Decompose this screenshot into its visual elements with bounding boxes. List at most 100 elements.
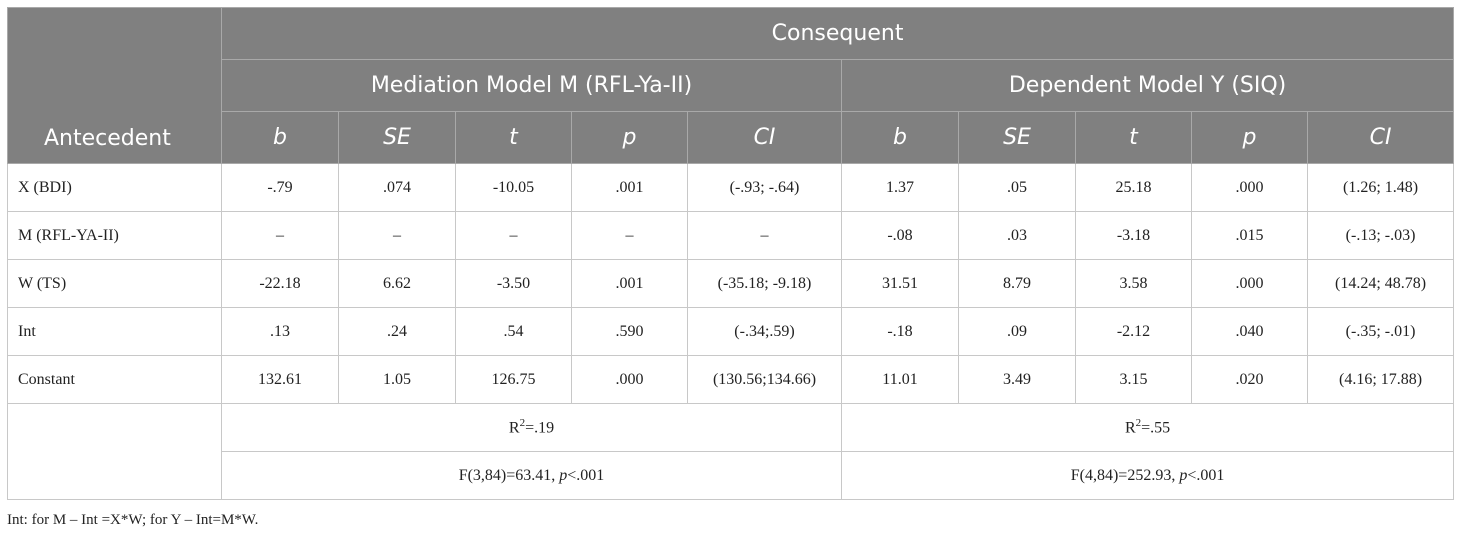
cell: – xyxy=(221,211,339,260)
header-row: Antecedent Consequent xyxy=(7,7,1455,164)
cell: -22.18 xyxy=(221,259,339,308)
cell: – xyxy=(687,211,842,260)
cell: .03 xyxy=(958,211,1076,260)
f-text: F(3,84)=63.41, xyxy=(458,466,560,484)
cell: .040 xyxy=(1191,307,1308,356)
cell: .000 xyxy=(1191,163,1308,212)
data-row: W (TS) -22.18 6.62 -3.50.001 (-35.18; -9.18)… xyxy=(7,259,1455,308)
cell: .54 xyxy=(455,307,572,356)
cell: (4.16; 17.88) xyxy=(1306,355,1455,404)
cell: -2.12 xyxy=(1075,307,1192,356)
header-row: Mediation Model M (RFL-Ya-II) Dependent M… xyxy=(8,59,1455,112)
antecedent-header: Antecedent xyxy=(7,7,222,164)
r-value: =.19 xyxy=(525,419,555,437)
f-value: <.001 xyxy=(567,466,605,484)
data-row: M (RFL-YA-II) – – – – – -.08.03 -3.18.015 (-.13;… xyxy=(7,211,1455,260)
cell: .000 xyxy=(1191,259,1308,308)
stat-header: p xyxy=(571,111,688,164)
cell: .590 xyxy=(571,307,688,356)
f-stat: F(4,84)=252.93, p<.001 xyxy=(840,451,1455,500)
f-text: F(4,84)=252.93, xyxy=(1070,466,1180,484)
stat-header: t xyxy=(455,111,572,164)
stat-header: SE xyxy=(338,111,456,164)
cell: 126.75 xyxy=(455,355,572,404)
r-squared: R2=.19 xyxy=(221,403,842,452)
data-row: Int .13.24.54.590 (-.34;.59) -.18.09 -2.12.0… xyxy=(7,307,1455,356)
cell: .001 xyxy=(571,259,688,308)
cell: – xyxy=(455,211,572,260)
cell: -.79 xyxy=(221,163,339,212)
f-italic: p xyxy=(1179,466,1188,484)
stat-header: CI xyxy=(1306,111,1455,164)
consequent-header: Consequent xyxy=(220,7,1455,60)
cell: .09 xyxy=(958,307,1076,356)
cell: 8.79 xyxy=(958,259,1076,308)
stat-header: SE xyxy=(958,111,1076,164)
cell: 3.15 xyxy=(1075,355,1192,404)
cell: (14.24; 48.78) xyxy=(1306,259,1455,308)
row-label: Constant xyxy=(7,355,222,404)
data-row: X (BDI) -.79.074 -10.05.001 (-.93; -.64) 1.3… xyxy=(7,163,1455,212)
f-value: <.001 xyxy=(1187,466,1225,484)
cell: -10.05 xyxy=(455,163,572,212)
cell: 1.05 xyxy=(338,355,456,404)
cell: (-.93; -.64) xyxy=(687,163,842,212)
table-wrap: Antecedent Consequent Mediation Model M (R… xyxy=(7,7,1455,500)
cell: .015 xyxy=(1191,211,1308,260)
model-header: Mediation Model M (RFL-Ya-II) xyxy=(221,59,842,112)
r-value: =.55 xyxy=(1141,419,1171,437)
stat-header: p xyxy=(1191,111,1308,164)
stat-header: t xyxy=(1075,111,1192,164)
data-row: Constant 132.61 1.05 126.75.000 (130.56;134.… xyxy=(7,355,1455,404)
cell: 3.49 xyxy=(958,355,1076,404)
results-table: Antecedent Consequent Mediation Model M (R… xyxy=(7,7,1455,500)
stat-header: CI xyxy=(687,111,842,164)
cell: .001 xyxy=(571,163,688,212)
stat-header: b xyxy=(841,111,959,164)
cell: 11.01 xyxy=(841,355,959,404)
cell: -.08 xyxy=(841,211,959,260)
cell: (1.26; 1.48) xyxy=(1306,163,1455,212)
cell: (-.34;.59) xyxy=(687,307,842,356)
footnote: Int: for M – Int =X*W; for Y – Int=M*W. xyxy=(7,512,259,528)
f-stat: F(3,84)=63.41, p<.001 xyxy=(221,451,842,500)
r-sup: 2 xyxy=(519,417,526,430)
f-italic: p xyxy=(559,466,568,484)
cell: 1.37 xyxy=(841,163,959,212)
cell: .074 xyxy=(338,163,456,212)
cell: 3.58 xyxy=(1075,259,1192,308)
table-header: Antecedent Consequent Mediation Model M (R… xyxy=(7,7,1455,164)
fit-row: R2=.19 R2=.55 xyxy=(7,403,1455,500)
cell: – xyxy=(571,211,688,260)
cell: .000 xyxy=(571,355,688,404)
cell: .020 xyxy=(1191,355,1308,404)
row-label: X (BDI) xyxy=(7,163,222,212)
row-label: W (TS) xyxy=(7,259,222,308)
cell: 31.51 xyxy=(841,259,959,308)
empty-cell xyxy=(7,403,222,500)
cell: .13 xyxy=(221,307,339,356)
cell: (-35.18; -9.18) xyxy=(687,259,842,308)
row-label: M (RFL-YA-II) xyxy=(7,211,222,260)
header-row: b SE t p CI b SE t p CI xyxy=(8,111,1455,164)
r-base: R xyxy=(1124,419,1136,437)
model-header: Dependent Model Y (SIQ) xyxy=(840,59,1455,112)
cell: -3.50 xyxy=(455,259,572,308)
cell: .05 xyxy=(958,163,1076,212)
cell: 25.18 xyxy=(1075,163,1192,212)
cell: (-.35; -.01) xyxy=(1306,307,1455,356)
r-sup: 2 xyxy=(1135,417,1142,430)
cell: 132.61 xyxy=(221,355,339,404)
cell: -.18 xyxy=(841,307,959,356)
cell: 6.62 xyxy=(338,259,456,308)
row-label: Int xyxy=(7,307,222,356)
cell: (-.13; -.03) xyxy=(1306,211,1455,260)
cell: – xyxy=(338,211,456,260)
cell: (130.56;134.66) xyxy=(687,355,842,404)
r-base: R xyxy=(508,419,520,437)
cell: .24 xyxy=(338,307,456,356)
r-squared: R2=.55 xyxy=(840,403,1455,452)
table-body: X (BDI) -.79.074 -10.05.001 (-.93; -.64) 1.3… xyxy=(7,163,1455,500)
cell: -3.18 xyxy=(1075,211,1192,260)
